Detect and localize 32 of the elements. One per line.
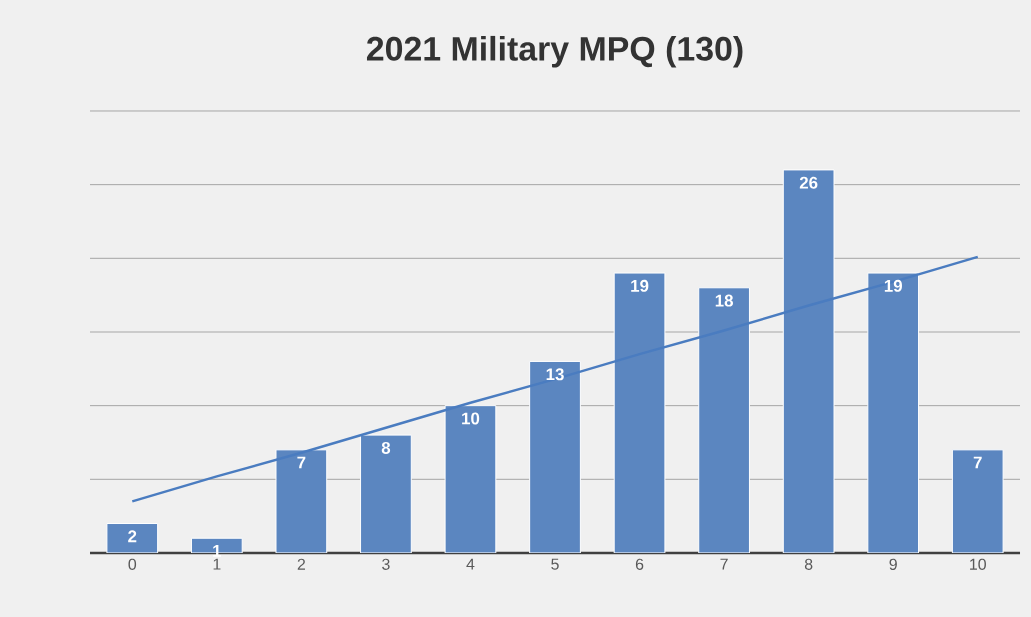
x-tick-label: 0 xyxy=(128,558,137,570)
x-tick-label: 3 xyxy=(382,558,390,570)
bar xyxy=(529,360,581,553)
data-label: 10 xyxy=(462,412,480,425)
bar xyxy=(613,272,666,553)
x-tick-label: 10 xyxy=(970,558,986,570)
x-tick-label: 1 xyxy=(213,558,221,570)
bar xyxy=(106,523,159,553)
data-label: 26 xyxy=(799,176,818,189)
data-label: 19 xyxy=(631,279,649,292)
bar xyxy=(444,405,497,553)
data-label: 19 xyxy=(884,279,902,292)
x-tick-label: 4 xyxy=(466,558,475,570)
data-label: 13 xyxy=(546,368,564,381)
x-tick-label: 7 xyxy=(720,558,728,570)
bar xyxy=(951,449,1004,553)
x-tick-label: 5 xyxy=(551,558,559,570)
x-tick-label: 9 xyxy=(889,558,897,570)
data-label: 8 xyxy=(381,441,391,454)
chart-title: 2021 Military MPQ (130) xyxy=(366,35,743,68)
data-label: 7 xyxy=(297,456,306,469)
x-tick-label: 2 xyxy=(297,558,305,570)
bar xyxy=(782,169,835,553)
bar xyxy=(275,449,328,553)
data-label: 18 xyxy=(715,294,734,307)
bar xyxy=(360,434,412,553)
data-label: 2 xyxy=(128,530,137,543)
bar xyxy=(698,287,750,553)
x-tick-label: 6 xyxy=(635,558,644,570)
data-label: 7 xyxy=(973,456,982,469)
bar xyxy=(867,272,920,553)
x-tick-label: 8 xyxy=(804,558,813,570)
